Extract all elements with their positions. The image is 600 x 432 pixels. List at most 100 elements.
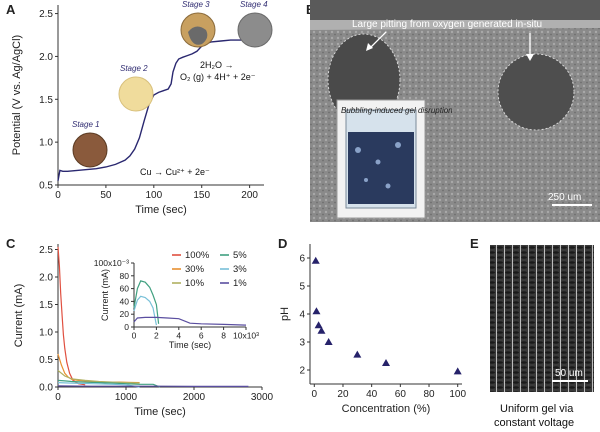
data-point — [317, 326, 326, 334]
pit-right — [497, 53, 575, 131]
chart-a-potential: 0 50 100 150 200 0.5 1.0 1.5 2.0 2.5 Time (sec) Pot… — [11, 5, 264, 216]
chart-c-inset: 0 2 4 6 8 10x10³ 0 20 40 60 80 100x10⁻³ Time (sec) Cu… — [94, 242, 260, 350]
y-tick-label: 2 — [299, 366, 305, 377]
data-point — [382, 359, 390, 366]
x-tick-label: 3000 — [251, 392, 274, 403]
stage-3-gel-patch — [188, 26, 208, 45]
panel-letter-d: D — [278, 236, 287, 251]
series-line-100pct — [57, 246, 86, 386]
x-tick-label: 0 — [132, 331, 137, 341]
x-tick-label: 0 — [55, 190, 61, 201]
stage-2-photo — [118, 76, 154, 112]
stage-4-label: Stage 4 — [240, 0, 268, 9]
data-point — [453, 367, 462, 375]
panel-letter-a: A — [6, 2, 16, 17]
y-tick-label: 2.5 — [39, 9, 53, 20]
y-tick-label: 2.5 — [39, 245, 53, 256]
stage-3-label: Stage 3 — [182, 0, 210, 9]
panel-letter-e: E — [470, 236, 479, 251]
x-tick-label: 50 — [100, 190, 112, 201]
y-axis-label: pH — [279, 307, 291, 321]
water-oxidation-equation-1: 2H₂O → — [200, 60, 234, 70]
legend-label: 5% — [233, 250, 247, 261]
y-tick-label: 60 — [120, 284, 130, 294]
copper-oxidation-equation: Cu → Cu²⁺ + 2e⁻ — [140, 167, 210, 177]
data-point — [353, 350, 362, 358]
y-tick-label: 1.0 — [39, 328, 53, 339]
y-tick-label: 1.0 — [39, 138, 53, 149]
sem-arrow-left — [369, 31, 387, 49]
y-tick-label: 0 — [124, 322, 129, 332]
series-line-1pct — [57, 385, 249, 387]
y-axis-label: Potential (V vs. Ag/AgCl) — [11, 35, 23, 155]
y-tick-label: 4 — [299, 310, 305, 321]
water-oxidation-equation-2: O₂ (g) + 4H⁺ + 2e⁻ — [180, 72, 256, 82]
series-line-1pct — [133, 316, 247, 326]
y-tick-label: 2.0 — [39, 273, 53, 284]
x-tick-label: 10x10³ — [233, 331, 259, 341]
series-line-3pct — [57, 382, 140, 388]
x-tick-label: 2 — [154, 331, 159, 341]
y-tick-label: 5 — [299, 282, 305, 293]
legend-label: 30% — [185, 264, 205, 275]
x-axis-label: Time (sec) — [135, 204, 187, 216]
y-tick-label: 0.5 — [39, 181, 53, 192]
y-tick-label: 80 — [120, 271, 130, 281]
x-tick-label: 60 — [395, 389, 407, 400]
stage-4-photo — [237, 12, 273, 48]
data-point — [314, 321, 323, 329]
legend-label: 3% — [233, 264, 247, 275]
x-tick-label: 8 — [221, 331, 226, 341]
x-tick-label: 0 — [312, 389, 318, 400]
panel-e-sem-image: 50 um Uniform gel via constant voltage — [490, 245, 594, 429]
x-tick-label: 6 — [199, 331, 204, 341]
gel-caption-2: constant voltage — [494, 417, 574, 429]
chart-c-legend: 100% 30% 10% 5% 3% 1% — [172, 250, 247, 289]
x-axis-label: Time (sec) — [134, 406, 186, 418]
x-axis-label: Time (sec) — [169, 340, 211, 350]
stage-1-photo — [72, 132, 108, 168]
x-tick-label: 40 — [366, 389, 378, 400]
y-tick-label: 1.5 — [39, 95, 53, 106]
y-tick-label: 1.5 — [39, 300, 53, 311]
y-tick-label: 0.5 — [39, 355, 53, 366]
panel-letter-c: C — [6, 236, 16, 251]
data-point — [312, 307, 321, 315]
inset-label-line: Bubbling-induced gel disruption — [341, 106, 453, 115]
gel-scalebar-label: 50 um — [555, 368, 583, 379]
x-tick-label: 2000 — [183, 392, 206, 403]
x-axis-label: Concentration (%) — [342, 403, 431, 415]
gel-caption-1: Uniform gel via — [500, 403, 574, 415]
x-tick-label: 0 — [55, 392, 61, 403]
x-tick-label: 150 — [193, 190, 210, 201]
chart-d-ph: 0 20 40 60 80 100 2 3 4 5 6 Concentration (%) pH — [279, 244, 466, 415]
legend-label: 1% — [233, 278, 247, 289]
bubbling-inset-photo: Bubbling-induced gel disruption — [336, 99, 453, 219]
x-tick-label: 1000 — [115, 392, 138, 403]
y-tick-label: 2.0 — [39, 52, 53, 63]
data-point — [311, 256, 320, 264]
y-axis-label: Current (mA) — [13, 284, 25, 348]
stage-2-label: Stage 2 — [120, 64, 148, 73]
series-line-3pct — [133, 295, 157, 326]
y-tick-label: 0.0 — [39, 383, 53, 394]
stage-1-label: Stage 1 — [72, 120, 100, 129]
series-line-5pct — [133, 280, 160, 324]
y-tick-label: 40 — [120, 296, 130, 306]
y-tick-label: 3 — [299, 338, 305, 349]
sem-scalebar-label: 250 um — [548, 192, 581, 203]
sem-annotation: Large pitting from oxygen generated in-s… — [352, 19, 542, 30]
x-tick-label: 4 — [176, 331, 181, 341]
legend-label: 100% — [185, 250, 210, 261]
x-tick-label: 100 — [449, 389, 466, 400]
data-point — [324, 338, 333, 345]
x-tick-label: 80 — [423, 389, 435, 400]
panel-b-sem-image: Large pitting from oxygen generated in-s… — [310, 0, 600, 222]
y-tick-label: 20 — [120, 309, 130, 319]
x-tick-label: 200 — [241, 190, 258, 201]
legend-label: 10% — [185, 278, 205, 289]
series-line-5pct — [57, 379, 161, 388]
y-tick-label: 100x10⁻³ — [94, 258, 129, 268]
